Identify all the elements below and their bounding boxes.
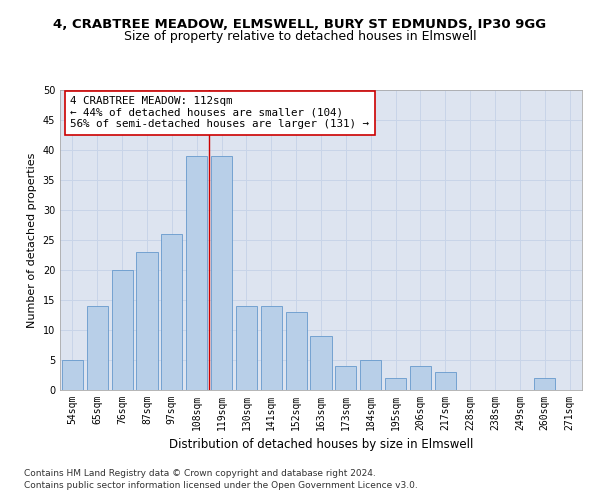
Bar <box>87 306 108 390</box>
Text: Contains public sector information licensed under the Open Government Licence v3: Contains public sector information licen… <box>24 481 418 490</box>
Bar <box>534 378 555 390</box>
Bar <box>161 234 182 390</box>
Bar <box>286 312 307 390</box>
Text: 4, CRABTREE MEADOW, ELMSWELL, BURY ST EDMUNDS, IP30 9GG: 4, CRABTREE MEADOW, ELMSWELL, BURY ST ED… <box>53 18 547 30</box>
Bar <box>186 156 207 390</box>
Bar <box>410 366 431 390</box>
Bar <box>211 156 232 390</box>
Text: Size of property relative to detached houses in Elmswell: Size of property relative to detached ho… <box>124 30 476 43</box>
Bar <box>360 360 381 390</box>
Bar <box>335 366 356 390</box>
Bar <box>435 372 456 390</box>
Bar <box>385 378 406 390</box>
Text: Contains HM Land Registry data © Crown copyright and database right 2024.: Contains HM Land Registry data © Crown c… <box>24 468 376 477</box>
Y-axis label: Number of detached properties: Number of detached properties <box>27 152 37 328</box>
Text: 4 CRABTREE MEADOW: 112sqm
← 44% of detached houses are smaller (104)
56% of semi: 4 CRABTREE MEADOW: 112sqm ← 44% of detac… <box>70 96 370 129</box>
X-axis label: Distribution of detached houses by size in Elmswell: Distribution of detached houses by size … <box>169 438 473 452</box>
Bar <box>136 252 158 390</box>
Bar <box>236 306 257 390</box>
Bar <box>261 306 282 390</box>
Bar <box>62 360 83 390</box>
Bar <box>310 336 332 390</box>
Bar <box>112 270 133 390</box>
